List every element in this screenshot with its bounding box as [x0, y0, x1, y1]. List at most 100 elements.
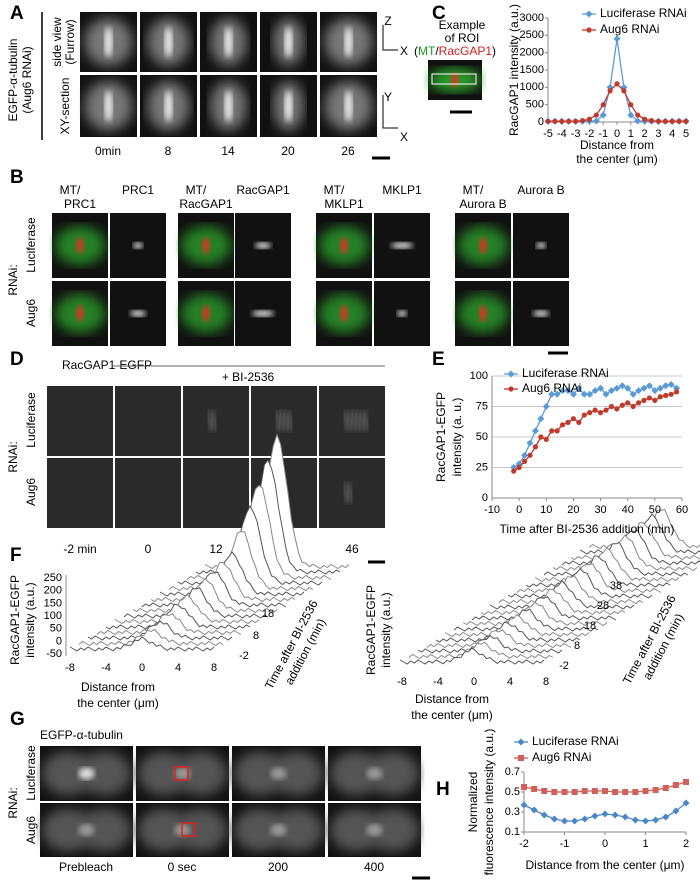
marker — [648, 118, 655, 124]
t-tick-label: -2 — [239, 650, 249, 662]
waterfall-trace — [435, 621, 581, 643]
waterfall-trace — [489, 580, 635, 610]
time-label: 0 sec — [168, 860, 197, 874]
marker — [655, 118, 662, 124]
image-content — [147, 81, 190, 131]
marker — [642, 116, 648, 122]
spindle — [164, 27, 173, 57]
marker — [527, 452, 533, 458]
marker — [591, 788, 598, 794]
spindle — [224, 90, 233, 122]
image-content — [324, 81, 373, 131]
time-label: -2 min — [63, 542, 96, 556]
y-tick-label: 100 — [470, 370, 488, 382]
treatment-label: + BI-2536 — [222, 370, 275, 384]
x-tick-label: 0 — [471, 676, 477, 688]
marker — [683, 779, 689, 785]
image-content — [137, 751, 228, 796]
bleach-roi — [174, 766, 189, 781]
spindle — [284, 27, 293, 57]
marker — [662, 813, 670, 821]
marker — [682, 799, 690, 807]
time-label: 20 — [281, 144, 295, 158]
axis-title: RacGAP1-EGFP — [8, 575, 22, 665]
marker — [552, 118, 558, 124]
row-label: (Furrow) — [63, 19, 77, 64]
streak — [355, 410, 361, 432]
x-tick-label: 8 — [543, 676, 549, 688]
marker — [521, 784, 527, 790]
x-tick-label: 1 — [628, 128, 634, 140]
waterfall-trace — [453, 608, 599, 632]
y-axis-title: RacGAP1-EGFP — [434, 392, 448, 482]
x-axis-title: Distance from — [580, 138, 654, 152]
t-tick-label: 28 — [597, 600, 609, 612]
marker — [632, 789, 639, 795]
marker — [641, 397, 647, 403]
marker — [530, 806, 538, 814]
row-label: side view — [50, 17, 64, 67]
marker — [545, 118, 551, 124]
marker — [622, 789, 629, 795]
marker — [631, 816, 639, 824]
x-tick-label: 2 — [683, 838, 689, 850]
marker — [624, 384, 632, 392]
marker — [566, 118, 572, 124]
marker — [621, 88, 627, 94]
image-content — [147, 18, 190, 66]
marker — [531, 427, 539, 435]
marker — [575, 384, 583, 392]
spindle — [284, 90, 293, 122]
y-tick-label: 1000 — [520, 81, 544, 93]
marker — [586, 27, 592, 33]
image-content — [41, 751, 132, 796]
marker — [537, 415, 545, 423]
roi-title: Example — [439, 18, 486, 32]
row-label: XY-section — [58, 78, 72, 135]
waterfall-trace — [132, 577, 278, 614]
marker — [526, 439, 534, 447]
image-content — [255, 242, 271, 249]
time-label: 400 — [364, 860, 384, 874]
waterfall-trace — [87, 620, 233, 641]
image-content — [318, 294, 370, 333]
image-content — [180, 226, 232, 265]
panel-label: B — [10, 167, 24, 188]
axis-title: intensity (a.u.) — [379, 592, 393, 667]
marker — [607, 387, 615, 395]
waterfall-trace — [426, 629, 572, 649]
image-content — [273, 18, 304, 66]
image-content — [329, 751, 420, 796]
marker — [559, 118, 565, 124]
time-label: 200 — [268, 860, 288, 874]
axis-letter: Y — [384, 90, 392, 104]
x-tick-label: 30 — [594, 504, 606, 516]
image-content — [133, 242, 143, 249]
z-tick-label: 250 — [44, 572, 62, 584]
marker — [507, 370, 515, 378]
axis-title: the center (μm) — [77, 696, 159, 710]
signal — [397, 310, 407, 317]
image-content — [233, 808, 324, 852]
image-content — [251, 386, 317, 456]
axis-title: Distance from — [415, 692, 489, 706]
marker — [614, 406, 620, 412]
column-header: MT/ — [463, 183, 484, 197]
midzone — [340, 305, 348, 322]
signal — [255, 242, 271, 249]
x-tick-label: -1 — [598, 128, 608, 140]
x-axis-title: the center (μm) — [576, 152, 658, 166]
marker — [532, 444, 539, 450]
image-content — [533, 310, 549, 317]
cell — [271, 808, 324, 852]
marker — [593, 112, 599, 118]
marker — [642, 817, 649, 825]
marker — [613, 384, 621, 392]
cell — [233, 808, 286, 852]
spindle — [104, 90, 113, 122]
marker — [581, 788, 588, 794]
image-content — [183, 458, 249, 528]
t-tick-label: 8 — [253, 630, 259, 642]
image-content — [115, 386, 181, 456]
marker — [592, 407, 598, 413]
